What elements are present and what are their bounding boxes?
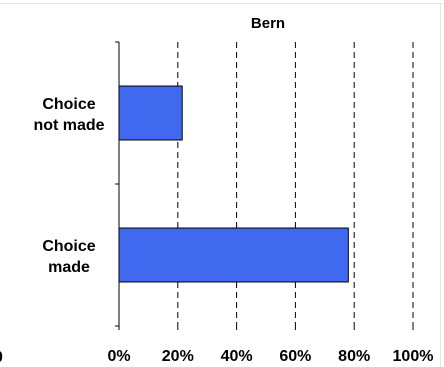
bar [118,85,183,141]
x-tick-label: 20% [162,348,194,365]
gridlines [177,42,414,326]
cropped-fragment: 0 [0,349,3,366]
x-tick-label: 60% [279,348,311,365]
y-category-label: Choice made [42,238,95,276]
chart-title: Bern [251,15,285,32]
x-tick-label: 0% [107,348,130,365]
x-tick-label: 100% [393,348,434,365]
x-tick-labels: 0% 20% 40% 60% 80% 100% [107,348,433,365]
x-tick-label: 40% [221,348,253,365]
axes [115,41,414,330]
y-category-label: Choice not made [33,96,104,134]
bars [118,85,349,283]
y-category-labels: Choice not made Choice made [33,96,104,276]
bar [118,227,349,283]
x-tick-label: 80% [338,348,370,365]
